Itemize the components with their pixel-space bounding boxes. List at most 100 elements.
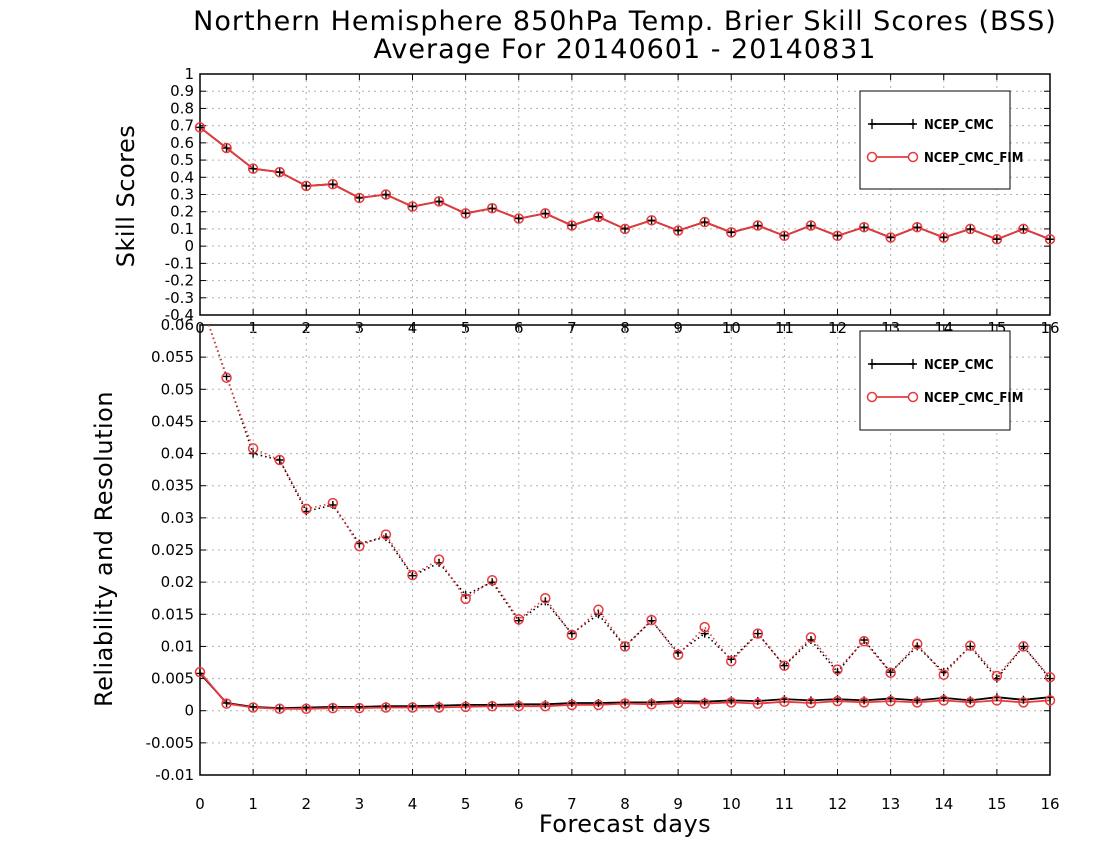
- top-point-plus: [381, 190, 390, 199]
- top-point-plus: [753, 221, 762, 230]
- bottom-y-tick-label: -0.005: [146, 734, 194, 752]
- bottom-point-plus: [408, 571, 417, 580]
- top-point-plus: [939, 233, 948, 242]
- top-point-circle: [699, 216, 710, 228]
- bottom-point-circle: [540, 700, 551, 712]
- top-point-plus: [328, 180, 337, 189]
- top-point-plus: [992, 235, 1001, 244]
- bottom-point-circle: [965, 697, 976, 708]
- bottom-point-plus: [275, 456, 284, 464]
- top-legend-marker-circle: [907, 151, 919, 163]
- bottom-y-tick-label: 0.01: [161, 637, 194, 655]
- bottom-point-circle: [858, 636, 870, 647]
- bottom-point-circle: [301, 503, 312, 515]
- bottom-point-circle: [593, 699, 604, 711]
- top-point-plus: [249, 164, 258, 173]
- bottom-point-circle: [433, 702, 445, 713]
- bottom-y-tick-label: 0.045: [151, 412, 194, 430]
- top-point-plus: [222, 144, 231, 153]
- top-y-tick-label: 0.3: [170, 186, 194, 204]
- bottom-point-circle: [752, 698, 764, 709]
- top-point-plus: [886, 233, 895, 242]
- bottom-point-circle: [407, 702, 418, 713]
- bottom-x-tick-label: 4: [408, 795, 418, 813]
- bottom-point-circle: [380, 702, 392, 713]
- top-legend-marker-plus: [909, 119, 917, 129]
- bottom-y-tick-label: 0.035: [151, 477, 194, 495]
- bottom-point-circle: [274, 454, 285, 466]
- top-point-circle: [354, 192, 365, 204]
- top-point-plus: [435, 197, 444, 206]
- top-point-plus: [966, 224, 975, 233]
- bottom-x-tick-label: 5: [461, 795, 471, 813]
- bottom-point-circle: [221, 372, 232, 383]
- top-point-plus: [1019, 224, 1028, 233]
- top-panel: -0.4-0.3-0.2-0.100.10.20.30.40.50.60.70.…: [165, 65, 1060, 337]
- bottom-marker-group: [194, 372, 1056, 715]
- bottom-legend-label: NCEP_CMC_FIM: [924, 391, 1023, 406]
- bottom-point-plus: [621, 642, 629, 651]
- bottom-point-circle: [885, 695, 896, 707]
- top-point-plus: [275, 168, 284, 177]
- top-point-circle: [646, 215, 657, 226]
- bottom-point-circle: [752, 628, 764, 639]
- bottom-point-circle: [486, 700, 498, 712]
- top-y-tick-label: 0.5: [170, 151, 194, 169]
- bottom-point-circle: [513, 614, 524, 625]
- top-legend-marker-plus: [868, 119, 876, 129]
- bottom-point-circle: [380, 529, 392, 540]
- bottom-point-plus: [780, 661, 789, 670]
- top-point-circle: [832, 230, 843, 242]
- bottom-point-circle: [699, 698, 710, 709]
- top-marker-group: [194, 122, 1056, 245]
- bottom-x-tick-label: 0: [195, 795, 205, 813]
- bottom-point-circle: [672, 649, 684, 661]
- top-point-plus: [1046, 235, 1054, 244]
- bottom-point-circle: [726, 697, 737, 708]
- bottom-point-circle: [540, 592, 551, 604]
- bottom-panel: -0.01 -0.005 0 0.005 0.01 0.015 0.02 0.025 0.03 0…: [146, 316, 1060, 813]
- bottom-x-tick-label: 10: [722, 795, 741, 813]
- top-point-circle: [301, 180, 312, 192]
- top-point-circle: [566, 220, 578, 231]
- bottom-x-tick-label: 2: [301, 795, 311, 813]
- bottom-point-circle: [221, 698, 232, 709]
- top-point-plus: [302, 181, 311, 190]
- bottom-point-circle: [486, 574, 498, 586]
- bottom-legend-marker-circle: [907, 391, 919, 403]
- top-point-circle: [194, 122, 206, 133]
- bottom-point-circle: [1044, 672, 1056, 683]
- bottom-point-circle: [832, 664, 843, 675]
- bottom-point-circle: [247, 443, 259, 454]
- bottom-x-tick-label: 12: [828, 795, 847, 813]
- top-point-plus: [647, 216, 656, 225]
- bottom-point-circle: [646, 699, 657, 710]
- top-y-tick-label: -0.1: [165, 254, 194, 272]
- bottom-point-circle: [1018, 697, 1029, 708]
- bottom-point-plus: [275, 704, 284, 713]
- top-point-circle: [885, 232, 896, 243]
- bottom-legend-box: [859, 330, 1011, 431]
- bottom-point-circle: [965, 640, 976, 652]
- bottom-x-tick-label: 14: [934, 795, 953, 813]
- top-point-circle: [672, 225, 684, 236]
- bottom-x-tick-label: 13: [881, 795, 900, 813]
- bottom-point-plus: [647, 616, 656, 625]
- top-point-plus: [674, 226, 683, 235]
- bottom-x-tick-label: 8: [620, 795, 630, 813]
- bottom-y-tick-label: 0.055: [151, 348, 194, 366]
- bottom-point-circle: [911, 638, 923, 650]
- bottom-point-circle: [354, 702, 365, 714]
- top-point-circle: [221, 142, 232, 154]
- bottom-point-circle: [779, 696, 790, 707]
- top-point-circle: [407, 201, 418, 212]
- top-y-tick-label: 0.4: [170, 168, 194, 186]
- bottom-point-circle: [699, 621, 710, 633]
- bottom-y-tick-label: 0.04: [161, 445, 194, 463]
- top-point-circle: [938, 232, 949, 243]
- top-point-plus: [727, 228, 736, 237]
- bottom-point-circle: [274, 703, 285, 715]
- top-y-tick-label: 0.8: [170, 99, 194, 117]
